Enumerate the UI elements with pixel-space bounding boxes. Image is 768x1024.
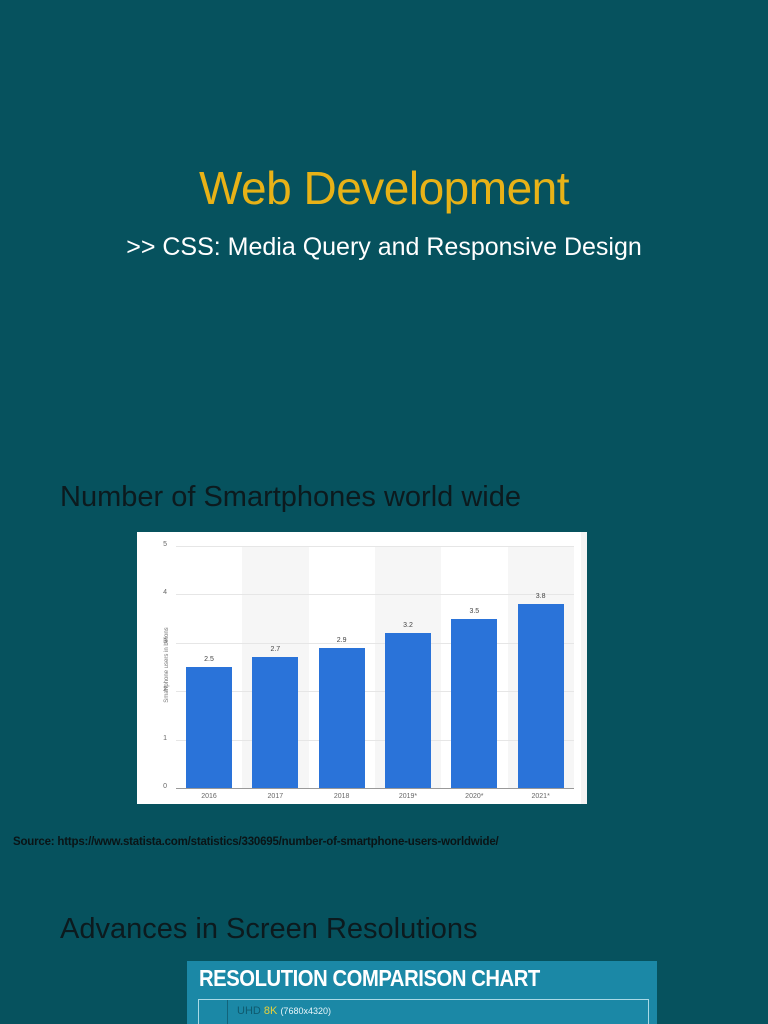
resolution-frame: UHD 8K (7680x4320) bbox=[198, 999, 649, 1024]
resolution-row-8k: UHD 8K (7680x4320) bbox=[237, 1005, 331, 1017]
slide-title: Web Development bbox=[198, 162, 570, 214]
resolution-prefix: UHD bbox=[237, 1005, 261, 1017]
bar-2019 bbox=[385, 633, 431, 788]
resolution-highlight: 8K bbox=[263, 1005, 278, 1017]
y-tick: 2 bbox=[163, 686, 167, 694]
y-tick: 3 bbox=[163, 637, 167, 645]
bar-2018 bbox=[318, 647, 365, 788]
bar-value-label: 2.5 bbox=[204, 656, 214, 663]
bar-value-label: 2.7 bbox=[270, 646, 281, 654]
x-axis-line bbox=[176, 788, 574, 789]
smartphone-users-chart: 5 4 3 2 1 0 Smartphone users in billions… bbox=[137, 532, 587, 804]
x-tick: 2021* bbox=[531, 793, 550, 800]
source-citation: Source: https://www.statista.com/statist… bbox=[13, 836, 499, 848]
bar-value-label: 3.5 bbox=[469, 607, 480, 615]
gridline-2 bbox=[176, 691, 574, 693]
bar-value-label: 2.9 bbox=[336, 636, 347, 644]
bar-2016 bbox=[186, 667, 232, 788]
gridline-1 bbox=[176, 739, 574, 741]
resolution-chart-title: RESOLUTION COMPARISON CHART bbox=[199, 965, 540, 991]
bar-2017 bbox=[252, 657, 299, 788]
y-tick: 5 bbox=[163, 541, 167, 548]
smartphones-heading: Number of Smartphones world wide bbox=[60, 481, 521, 513]
x-tick: 2016 bbox=[201, 793, 217, 800]
chart-plot-area: 5 4 3 2 1 0 Smartphone users in billions… bbox=[163, 541, 574, 800]
resolution-comparison-image: RESOLUTION COMPARISON CHART UHD 8K (7680… bbox=[187, 961, 657, 1024]
resolution-frame-divider bbox=[227, 1000, 228, 1024]
x-tick: 2020* bbox=[465, 793, 484, 800]
bar-2020 bbox=[451, 618, 498, 788]
slide-subtitle: >> CSS: Media Query and Responsive Desig… bbox=[126, 233, 642, 261]
bar-value-label: 3.8 bbox=[535, 593, 546, 601]
gridline-3 bbox=[176, 642, 574, 644]
resolution-dimensions: (7680x4320) bbox=[280, 1006, 331, 1016]
x-tick: 2018 bbox=[333, 793, 350, 800]
resolutions-heading: Advances in Screen Resolutions bbox=[60, 913, 478, 945]
y-tick: 0 bbox=[163, 783, 167, 790]
y-tick: 1 bbox=[163, 734, 167, 742]
gridline-5 bbox=[176, 546, 574, 547]
x-tick: 2019* bbox=[398, 793, 418, 800]
y-axis-label: Smartphone users in billions bbox=[164, 627, 170, 703]
bar-value-label: 3.2 bbox=[403, 622, 413, 630]
x-tick: 2017 bbox=[267, 793, 284, 800]
bar-2021 bbox=[517, 604, 564, 788]
gridline-4 bbox=[176, 594, 574, 596]
y-tick: 4 bbox=[163, 589, 167, 597]
chart-edge-strip bbox=[581, 532, 587, 804]
